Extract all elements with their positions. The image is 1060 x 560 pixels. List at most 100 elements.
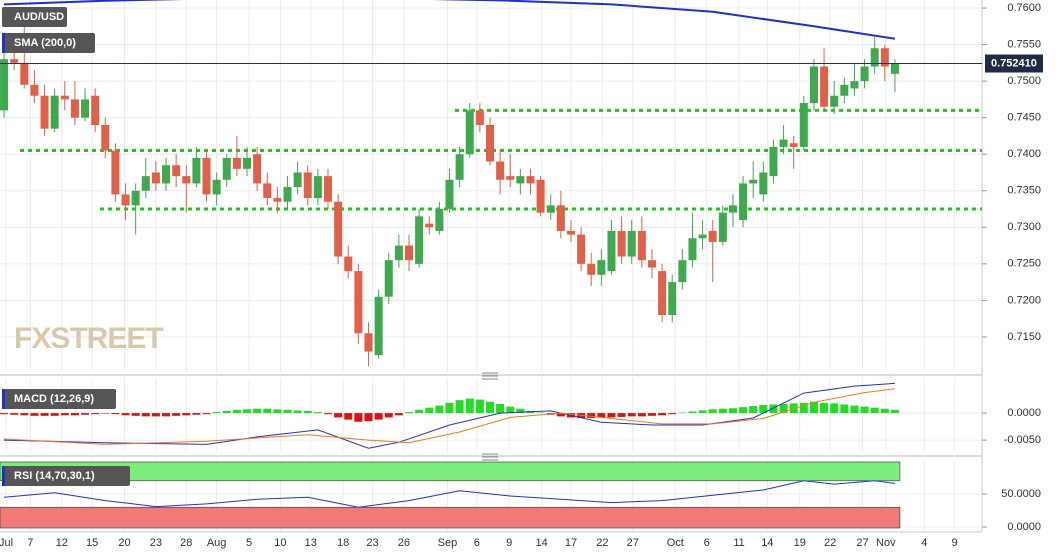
- candle-body: [30, 84, 39, 96]
- macd-histogram-bar: [769, 404, 778, 414]
- x-tick-label: 10: [274, 537, 286, 549]
- candle-body: [182, 176, 191, 184]
- candle-body: [344, 256, 353, 272]
- candle-body: [779, 139, 788, 147]
- macd-histogram-bar: [141, 413, 150, 417]
- candle-body: [577, 234, 586, 264]
- macd-histogram-bar: [506, 406, 515, 414]
- resize-handle[interactable]: [482, 453, 498, 461]
- candle-body: [880, 48, 889, 67]
- macd-histogram-bar: [263, 408, 272, 414]
- macd-histogram-bar: [151, 413, 160, 417]
- candle-body: [101, 124, 110, 151]
- candle-body: [263, 183, 272, 199]
- macd-histogram-bar: [556, 413, 565, 417]
- macd-histogram-bar: [91, 413, 100, 415]
- candle-body: [617, 230, 626, 257]
- candle-body: [334, 201, 343, 257]
- y-tick-label: 0.0000: [1007, 407, 1041, 419]
- macd-histogram-bar: [253, 408, 262, 414]
- candle-body: [546, 205, 555, 213]
- candle-body: [364, 333, 373, 352]
- indicator-line: [3, 0, 896, 40]
- y-tick-label: 0.7200: [1007, 294, 1041, 306]
- candle-body: [354, 271, 363, 334]
- legend-accent: [2, 389, 5, 409]
- y-tick-label: 50.0000: [1001, 488, 1041, 500]
- y-tick-label: 0.7550: [1007, 38, 1041, 50]
- macd-histogram-bar: [890, 409, 899, 414]
- macd-histogram-bar: [243, 409, 252, 414]
- candle-body: [698, 234, 707, 239]
- x-tick-label: Sep: [438, 537, 458, 549]
- macd-histogram-bar: [688, 411, 697, 414]
- macd-histogram-bar: [496, 403, 505, 414]
- x-tick-label: 19: [794, 537, 806, 549]
- candle-body: [566, 230, 575, 235]
- macd-histogram-bar: [334, 413, 343, 418]
- macd-histogram-bar: [799, 402, 808, 414]
- candle-body: [587, 263, 596, 275]
- candle-body: [678, 260, 687, 283]
- candle-body: [830, 95, 839, 107]
- last-price-label: 0.752410: [991, 57, 1037, 69]
- macd-histogram-bar: [131, 413, 140, 416]
- candle-body: [718, 212, 727, 242]
- macd-histogram-bar: [192, 413, 201, 415]
- resize-handle[interactable]: [482, 372, 498, 380]
- x-tick-label: 6: [474, 537, 480, 549]
- legend-label: AUD/USD: [14, 11, 64, 23]
- macd-histogram-bar: [718, 408, 727, 414]
- candle-body: [60, 95, 69, 100]
- macd-histogram-bar: [809, 401, 818, 414]
- candle-body: [20, 62, 29, 85]
- candle-body: [232, 157, 241, 169]
- x-tick-label: 28: [180, 537, 192, 549]
- macd-histogram-bar: [617, 413, 626, 417]
- macd-histogram-bar: [70, 413, 79, 416]
- candle-body: [840, 84, 849, 96]
- candle-body: [688, 238, 697, 261]
- x-tick-label: 20: [118, 537, 130, 549]
- candle-body: [749, 179, 758, 184]
- candle-body: [151, 172, 160, 184]
- macd-histogram-bar: [344, 413, 353, 420]
- macd-histogram-bar: [394, 413, 403, 416]
- candle-body: [708, 230, 717, 242]
- x-tick-label: 9: [952, 537, 958, 549]
- macd-histogram-bar: [607, 413, 616, 418]
- x-tick-label: 13: [305, 537, 317, 549]
- x-tick-label: 22: [596, 537, 608, 549]
- candle-body: [485, 124, 494, 162]
- candle-body: [860, 66, 869, 82]
- candle-body: [253, 154, 262, 184]
- candle-body: [769, 146, 778, 177]
- macd-histogram-bar: [303, 410, 312, 414]
- candle-body: [465, 110, 474, 155]
- x-tick-label: 14: [761, 537, 773, 549]
- macd-histogram-bar: [647, 413, 656, 416]
- x-tick-label: 6: [704, 537, 710, 549]
- last-price-tag: [985, 54, 1043, 73]
- x-tick-label: 12: [56, 537, 68, 549]
- candle-body: [192, 157, 201, 184]
- macd-histogram-bar: [101, 413, 110, 414]
- candle-body: [70, 99, 79, 118]
- macd-histogram-bar: [860, 406, 869, 414]
- macd-histogram-bar: [374, 413, 383, 420]
- macd-histogram-bar: [728, 408, 737, 414]
- macd-histogram-bar: [465, 398, 474, 414]
- macd-histogram-bar: [415, 409, 424, 414]
- macd-histogram-bar: [475, 399, 484, 414]
- macd-histogram-bar: [820, 402, 829, 414]
- y-tick-label: 0.7150: [1007, 331, 1041, 343]
- candle-body: [141, 176, 150, 191]
- candle-body: [475, 110, 484, 125]
- macd-histogram-bar: [222, 410, 231, 414]
- candle-body: [313, 176, 322, 199]
- candle-body: [809, 66, 818, 104]
- x-tick-label: 23: [366, 537, 378, 549]
- indicator-line: [3, 480, 895, 508]
- candle-body: [172, 165, 181, 177]
- x-tick-label: 7: [27, 537, 33, 549]
